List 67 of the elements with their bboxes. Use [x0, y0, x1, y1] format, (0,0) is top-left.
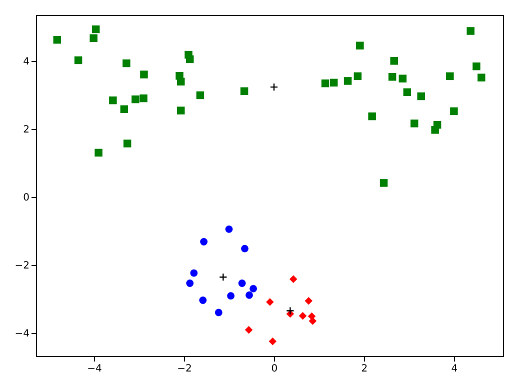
point — [214, 308, 222, 316]
point — [225, 225, 233, 233]
point — [240, 87, 248, 96]
point — [176, 78, 185, 86]
y-tick-label: −2 — [14, 260, 30, 272]
point — [186, 280, 194, 287]
point — [478, 74, 486, 82]
point — [266, 298, 274, 306]
point — [466, 27, 474, 35]
point — [390, 57, 398, 65]
x-tick-label: 0 — [271, 364, 278, 374]
y-tick-label: −4 — [14, 328, 30, 340]
x-tick-label: −4 — [87, 364, 102, 374]
point — [446, 72, 454, 80]
point — [304, 297, 313, 305]
x-tick-label: 4 — [451, 364, 458, 374]
point — [199, 296, 207, 304]
point — [354, 72, 362, 80]
x-tick-label: 2 — [361, 364, 368, 374]
x-tick-label: −2 — [177, 364, 192, 374]
point — [344, 77, 352, 85]
point — [219, 272, 228, 282]
point — [417, 92, 425, 100]
point — [270, 82, 278, 92]
point — [120, 105, 128, 114]
point — [140, 70, 148, 78]
point — [398, 74, 407, 82]
point — [200, 238, 208, 246]
point — [238, 280, 246, 287]
point — [356, 42, 364, 50]
point — [92, 25, 100, 34]
point — [196, 91, 204, 100]
point — [90, 34, 98, 42]
point — [122, 59, 130, 68]
point — [380, 179, 388, 187]
point — [431, 126, 439, 134]
point — [450, 107, 458, 116]
point — [289, 275, 298, 284]
point — [74, 56, 82, 64]
point — [298, 312, 307, 320]
point — [132, 95, 140, 104]
point — [321, 79, 330, 88]
point — [388, 73, 396, 81]
y-tick-label: 4 — [23, 56, 30, 68]
point — [109, 96, 117, 104]
point — [186, 55, 194, 64]
point — [410, 120, 418, 128]
y-tick-label: 2 — [23, 124, 30, 136]
point — [140, 94, 148, 102]
point — [94, 148, 102, 157]
point — [176, 106, 185, 114]
point — [268, 338, 277, 346]
point — [123, 140, 132, 148]
point — [190, 269, 198, 277]
y-tick-label: 0 — [23, 192, 30, 204]
point — [53, 36, 62, 44]
point — [227, 292, 235, 300]
point — [244, 326, 253, 334]
point — [308, 317, 317, 325]
point — [403, 88, 412, 96]
point — [241, 244, 248, 252]
point — [246, 291, 253, 299]
point — [330, 78, 338, 87]
point — [286, 306, 294, 315]
point — [472, 62, 480, 70]
point — [250, 284, 258, 292]
point — [368, 112, 376, 120]
